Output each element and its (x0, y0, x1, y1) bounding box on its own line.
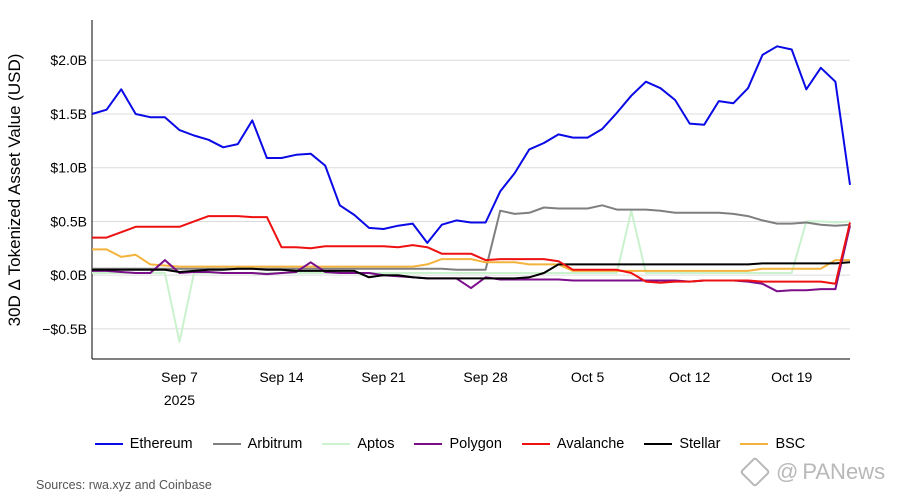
legend: Ethereum Arbitrum Aptos Polygon Avalanche Ste… (0, 432, 900, 456)
legend-swatch (414, 443, 443, 445)
legend-swatch (644, 443, 673, 445)
legend-label: Aptos (357, 436, 395, 452)
legend-label: Stellar (679, 436, 721, 452)
legend-item-avalanche: Avalanche (521, 436, 625, 452)
axes (91, 20, 850, 360)
x-tick-label: Oct 12 (669, 369, 710, 385)
legend-item-arbitrum: Arbitrum (212, 436, 303, 452)
y-axis-label: 30D Δ Tokenized Asset Value (USD) (5, 54, 24, 327)
line-chart: $2.0B $1.5B $1.0B $0.5B $0.0B −$0.5B Sep 7 202… (5, 20, 851, 408)
legend-swatch (740, 443, 769, 445)
x-tick-label: Oct 19 (771, 369, 812, 385)
x-tick-year-label: 2025 (164, 392, 195, 408)
legend-label: Avalanche (556, 436, 625, 452)
panews-logo-icon (739, 456, 771, 488)
legend-swatch (322, 443, 351, 445)
x-tick-label: Sep 21 (361, 369, 406, 385)
legend-swatch (212, 443, 241, 445)
legend-item-aptos: Aptos (322, 436, 394, 452)
series-line-ethereum (91, 45, 851, 244)
series-lines (91, 45, 851, 343)
y-tick-label: $1.0B (50, 160, 87, 176)
y-tick-label: $2.0B (50, 52, 87, 68)
legend-label: BSC (775, 436, 806, 452)
series-line-bsc (92, 248, 850, 272)
series-line-arbitrum (92, 204, 851, 271)
watermark: @ PANews (739, 456, 886, 488)
legend-item-ethereum: Ethereum (94, 436, 193, 452)
y-tick-label: $0.5B (50, 213, 87, 229)
watermark-text: PANews (802, 459, 886, 484)
series-line-avalanche (92, 215, 851, 285)
watermark-symbol: @ (776, 459, 799, 484)
legend-item-polygon: Polygon (414, 436, 502, 452)
legend-swatch (94, 443, 123, 445)
legend-label: Polygon (449, 436, 502, 452)
x-tick-labels: Sep 7 2025 Sep 14 Sep 21 Sep 28 Oct 5 Oct 12 Oc… (161, 369, 812, 408)
legend-label: Ethereum (129, 436, 193, 452)
gridlines (92, 59, 850, 330)
x-tick-label: Sep 28 (463, 369, 508, 385)
y-tick-labels: $2.0B $1.5B $1.0B $0.5B $0.0B −$0.5B (42, 52, 87, 337)
legend-item-stellar: Stellar (644, 436, 720, 452)
legend-swatch (521, 443, 550, 445)
y-tick-label: $1.5B (50, 106, 87, 122)
x-tick-label: Oct 5 (571, 369, 605, 385)
series-line-aptos (92, 209, 851, 343)
x-tick-label: Sep 14 (259, 369, 304, 385)
legend-label: Arbitrum (247, 436, 303, 452)
series-line-stellar (92, 261, 851, 280)
legend-item-bsc: BSC (740, 436, 805, 452)
x-tick-label: Sep 7 (161, 369, 198, 385)
y-tick-label: $0.0B (50, 267, 87, 283)
y-tick-label: −$0.5B (42, 321, 87, 337)
source-note: Sources: rwa.xyz and Coinbase (36, 478, 212, 492)
